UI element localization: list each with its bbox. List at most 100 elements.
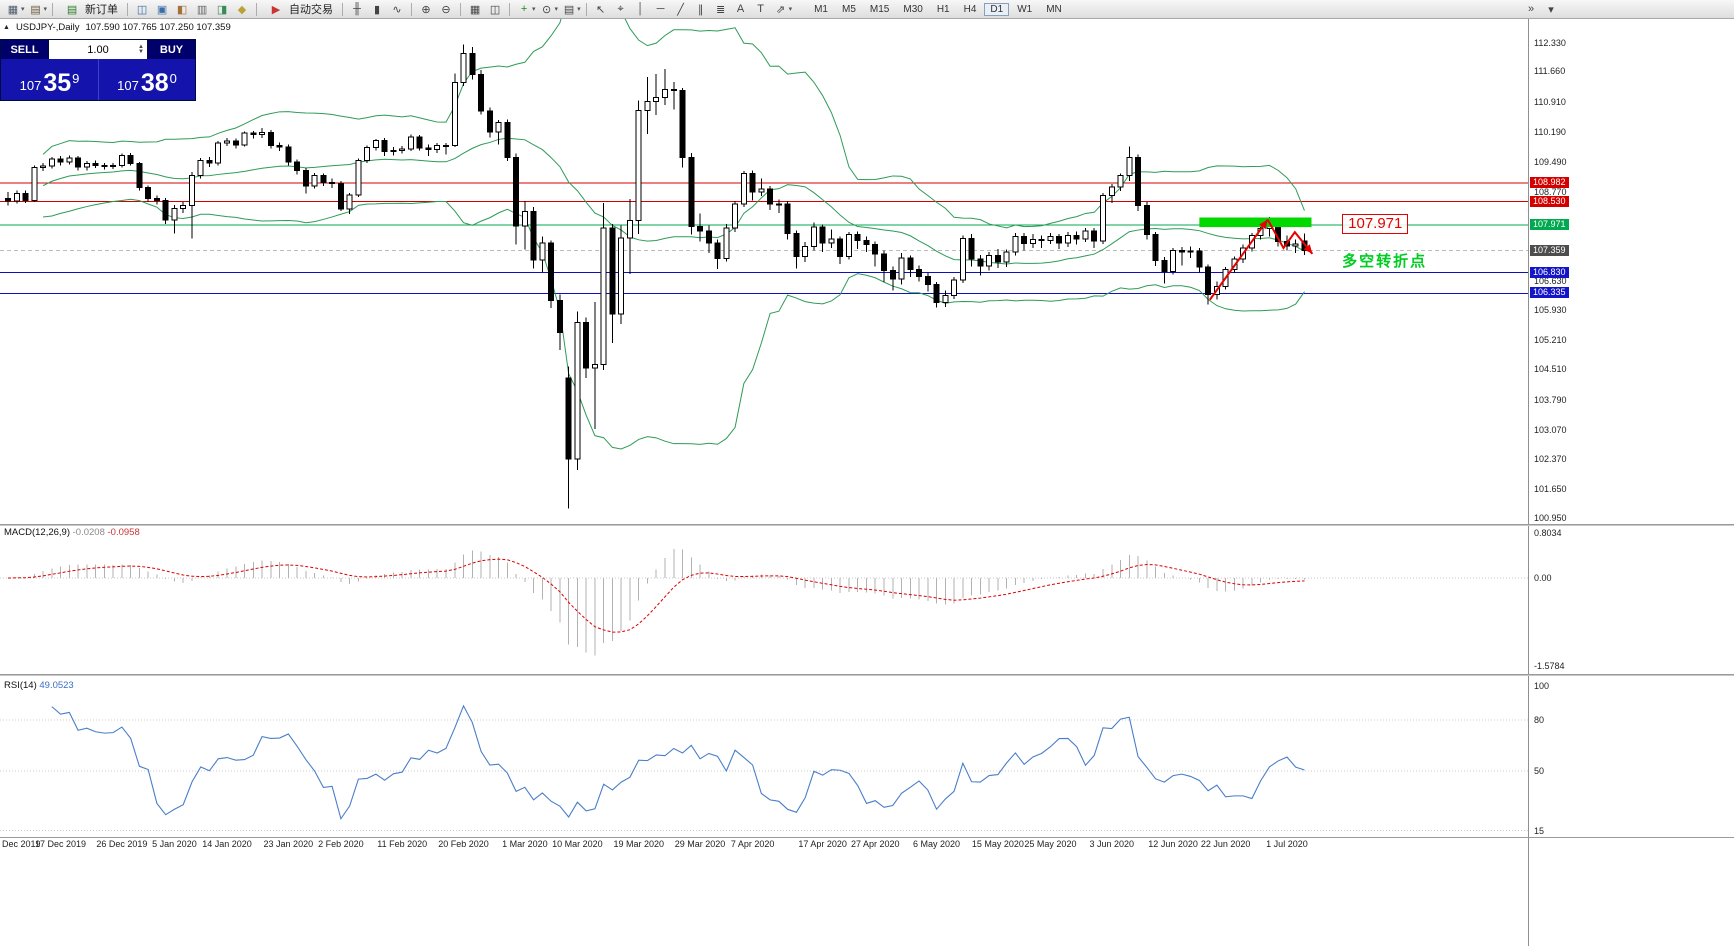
indicators-add-icon-dropdown[interactable]: ▾ <box>532 6 536 13</box>
date-label: 14 Jan 2020 <box>202 839 252 849</box>
timeframe-d1[interactable]: D1 <box>984 2 1010 16</box>
line-chart-icon[interactable]: ∿ <box>392 3 402 16</box>
symbol-period-label: USDJPY-,Daily <box>15 22 80 33</box>
metaeditor-icon[interactable]: ◆ <box>237 3 247 16</box>
indicators-add-icon[interactable]: + <box>520 3 528 15</box>
volume-input[interactable]: 1.00 ▲ ▼ <box>48 40 148 59</box>
pane-separator[interactable] <box>0 674 1734 676</box>
templates-icon[interactable]: ▤ <box>563 3 575 16</box>
price-tick: 112.330 <box>1534 38 1566 48</box>
navigator-icon[interactable]: ◧ <box>176 3 188 16</box>
price-tick: 101.650 <box>1534 483 1567 494</box>
price-tick: 110.190 <box>1534 127 1566 138</box>
toolbar-menu-icon[interactable]: ▾ <box>1548 3 1554 16</box>
toolbar-separator <box>342 2 344 16</box>
rsi-scale-label: 50 <box>1534 766 1545 776</box>
date-label: 1 Jul 2020 <box>1266 839 1308 849</box>
channel-icon[interactable]: ∥ <box>697 3 704 16</box>
new-order-button[interactable]: ▤ 新订单 <box>57 1 123 17</box>
macd-main-value: -0.0208 <box>72 527 105 538</box>
trendline-icon[interactable]: ╱ <box>677 3 684 16</box>
text-icon[interactable]: A <box>736 3 745 15</box>
fibonacci-icon[interactable]: ≣ <box>715 3 726 16</box>
buy-price-prefix: 107 <box>117 78 139 93</box>
buy-price-big: 38 <box>140 69 169 97</box>
time-axis[interactable]: Dec 2019 17 Dec 2019 26 Dec 2019 5 Jan 2020… <box>0 839 1528 854</box>
periods-icon[interactable]: ⊙ <box>541 3 552 16</box>
volume-down-icon[interactable]: ▼ <box>138 48 144 55</box>
axis-divider <box>0 837 1734 838</box>
new-chart-icon-dropdown[interactable]: ▾ <box>21 6 25 13</box>
toolbar-separator <box>509 2 511 16</box>
ohlc-label: 107.590 107.765 107.250 107.359 <box>85 22 231 33</box>
toolbar: ▦ ▾ ▤ ▾ ▤ 新订单 ◫ ▣ ◧ ▥ ◨ ◆ ▶ 自动交易 ╫ ▮ ∿ ⊕ ⊖ ▦ ◫ + ▾ ⊙ ▾ ▤ ▾ ↖ ⌖ │ ─ ╱ ∥ ≣ A… <box>0 0 1734 19</box>
timeframe-m30[interactable]: M30 <box>903 3 923 15</box>
zoom-out-icon[interactable]: ⊖ <box>441 3 451 16</box>
profiles-icon[interactable]: ▤ <box>30 3 41 16</box>
buy-price[interactable]: 107 38 0 <box>98 59 195 100</box>
buy-button[interactable]: BUY <box>148 40 195 59</box>
pane-separator[interactable] <box>0 524 1734 526</box>
one-click-toggle-icon[interactable]: ▲ <box>3 24 10 31</box>
arrows-icon-dropdown[interactable]: ▾ <box>788 6 793 13</box>
candlestick-chart-icon[interactable]: ▮ <box>374 3 381 16</box>
turning-point-label[interactable]: 多空转折点 <box>1342 252 1428 270</box>
volume-up-icon[interactable]: ▲ <box>138 43 144 50</box>
periods-icon-dropdown[interactable]: ▾ <box>554 6 559 13</box>
templates-icon-dropdown[interactable]: ▾ <box>577 6 581 13</box>
new-chart-icon[interactable]: ▦ <box>7 3 19 16</box>
timeframe-m1[interactable]: M1 <box>814 3 828 15</box>
bar-chart-icon[interactable]: ╫ <box>353 3 361 15</box>
crosshair-icon[interactable]: ⌖ <box>617 2 624 15</box>
timeframe-m15[interactable]: M15 <box>869 3 890 15</box>
profiles-icon-dropdown[interactable]: ▾ <box>43 6 48 13</box>
new-order-icon: ▤ <box>66 3 78 16</box>
price-annotation-label[interactable]: 107.971 <box>1342 213 1409 234</box>
tile-windows-icon[interactable]: ▦ <box>469 3 481 16</box>
date-label: 20 Feb 2020 <box>438 839 489 849</box>
macd-scale-label: 0.8034 <box>1534 528 1562 539</box>
date-label: 17 Dec 2019 <box>35 839 87 849</box>
date-label: 10 Mar 2020 <box>552 839 603 849</box>
sell-button[interactable]: SELL <box>1 40 48 59</box>
timeframe-m5[interactable]: M5 <box>842 3 856 15</box>
sell-price-big: 35 <box>43 69 72 97</box>
terminal-icon[interactable]: ▥ <box>196 3 208 16</box>
price-axis[interactable]: 112.330 111.660 110.910 110.190 109.490 108.7… <box>1529 19 1734 946</box>
text-label-icon[interactable]: T <box>757 3 764 15</box>
autotrading-button[interactable]: ▶ 自动交易 <box>261 1 338 17</box>
timeframe-w1[interactable]: W1 <box>1017 3 1033 15</box>
date-label: 5 Jan 2020 <box>152 839 197 849</box>
date-label: 17 Apr 2020 <box>798 839 847 849</box>
timeframe-h4[interactable]: H4 <box>963 3 977 15</box>
price-tick: 100.950 <box>1534 513 1567 524</box>
timeframe-mn[interactable]: MN <box>1046 3 1062 15</box>
strategy-tester-icon[interactable]: ◨ <box>216 3 228 16</box>
market-watch-icon[interactable]: ◫ <box>136 3 148 16</box>
price-tick: 103.070 <box>1534 424 1567 435</box>
date-label: 29 Mar 2020 <box>674 839 726 849</box>
price-badge-green: 107.971 <box>1530 218 1569 230</box>
horizontal-line-icon[interactable]: ─ <box>656 3 665 15</box>
arrows-icon[interactable]: ⇗ <box>775 3 786 16</box>
cursor-icon[interactable]: ↖ <box>595 3 606 16</box>
price-tick: 110.910 <box>1534 97 1566 108</box>
rsi-value: 49.0523 <box>39 680 74 691</box>
price-tick: 111.660 <box>1534 65 1566 76</box>
cascade-windows-icon[interactable]: ◫ <box>489 3 501 16</box>
toolbar-overflow-icon[interactable]: » <box>1527 3 1535 15</box>
price-tick: 108.770 <box>1534 186 1567 197</box>
macd-label: MACD(12,26,9) -0.0208 -0.0958 <box>4 527 140 538</box>
rsi-scale-label: 100 <box>1534 681 1550 691</box>
rsi-title: RSI(14) <box>4 680 37 691</box>
timeframe-bar: M1 M5 M15 M30 H1 H4 D1 W1 MN <box>807 2 1069 16</box>
vertical-line-icon[interactable]: │ <box>637 3 645 15</box>
date-label: 6 May 2020 <box>913 839 961 849</box>
macd-signal-value: -0.0958 <box>107 527 140 538</box>
sell-price[interactable]: 107 35 9 <box>1 59 98 100</box>
zoom-in-icon[interactable]: ⊕ <box>421 3 431 16</box>
timeframe-h1[interactable]: H1 <box>936 3 950 15</box>
price-badge-red: 108.530 <box>1530 195 1569 207</box>
data-window-icon[interactable]: ▣ <box>156 3 168 16</box>
